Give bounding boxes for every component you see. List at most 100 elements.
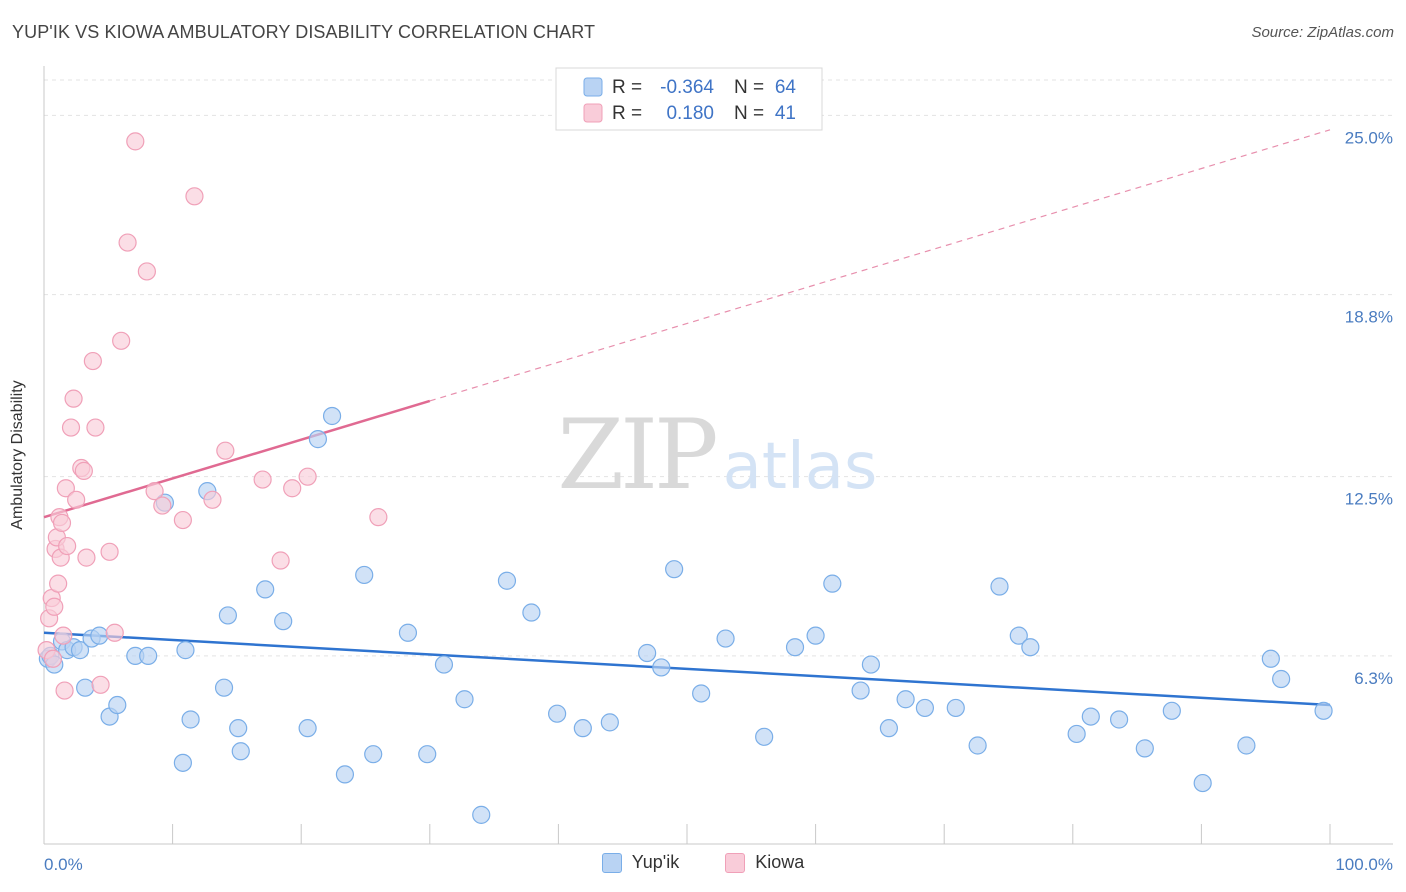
point-yupik — [298, 719, 317, 738]
trend-line-0 — [43, 631, 1331, 707]
point-yupik — [214, 678, 234, 697]
point-yupik — [256, 580, 275, 599]
legend-n-label-yupik: N = — [734, 77, 764, 98]
point-yupik — [497, 571, 517, 590]
point-kiowa — [126, 132, 145, 151]
legend-swatch-yupik — [583, 77, 603, 97]
point-yupik — [861, 655, 880, 674]
x-tick-label-max: 100.0% — [1335, 855, 1393, 874]
legend-n-value-yupik: 64 — [775, 77, 797, 98]
point-kiowa — [67, 490, 86, 509]
series-name-yupik: Yup'ik — [631, 852, 680, 872]
point-kiowa — [83, 351, 102, 371]
point-kiowa — [55, 681, 74, 700]
point-yupik — [322, 406, 342, 426]
watermark-zip: ZIP — [557, 399, 716, 511]
source-credit: Source: ZipAtlas.com — [1251, 24, 1394, 41]
point-yupik — [638, 643, 657, 663]
point-yupik — [785, 638, 805, 657]
legend-n-label-kiowa: N = — [734, 103, 764, 124]
gridlines — [44, 79, 1393, 657]
series-legend-item-kiowa[interactable]: Kiowa — [725, 852, 804, 873]
point-kiowa — [137, 262, 156, 281]
point-yupik — [139, 646, 158, 665]
point-yupik — [1009, 626, 1028, 645]
point-yupik — [806, 626, 825, 645]
point-kiowa — [49, 574, 68, 593]
point-yupik — [665, 560, 684, 579]
series-legend-item-yupik[interactable]: Yup'ik — [601, 852, 680, 873]
point-kiowa — [43, 649, 63, 668]
point-kiowa — [64, 389, 83, 408]
legend-swatch-kiowa — [583, 103, 603, 123]
point-kiowa — [253, 470, 272, 489]
point-yupik — [915, 698, 935, 718]
point-kiowa — [54, 626, 73, 645]
series-name-kiowa: Kiowa — [755, 852, 805, 872]
point-yupik — [879, 719, 899, 738]
point-yupik — [455, 690, 474, 709]
x-tick-labels: 0.0% 100.0% — [44, 855, 1393, 874]
point-yupik — [652, 658, 671, 677]
point-yupik — [70, 641, 90, 660]
point-yupik — [1261, 649, 1280, 668]
point-yupik — [173, 753, 192, 772]
point-kiowa — [298, 467, 317, 486]
legend-r-label-kiowa: R = — [612, 103, 642, 124]
point-yupik — [522, 603, 541, 622]
point-yupik — [990, 577, 1009, 596]
point-yupik — [398, 623, 418, 642]
series-swatch-kiowa — [725, 852, 746, 873]
point-yupik — [1272, 669, 1291, 689]
point-yupik — [1081, 707, 1100, 726]
point-yupik — [1314, 701, 1333, 720]
point-kiowa — [105, 623, 124, 642]
point-yupik — [90, 626, 109, 645]
point-yupik — [968, 736, 987, 755]
point-yupik — [1067, 724, 1086, 744]
point-yupik — [1109, 710, 1129, 729]
point-kiowa — [271, 551, 290, 570]
chart-title: YUP'IK VS KIOWA AMBULATORY DISABILITY CO… — [12, 22, 596, 42]
point-yupik — [548, 704, 567, 723]
y-tick-label: 6.3% — [1354, 669, 1393, 688]
data-points — [37, 132, 1333, 824]
point-yupik — [335, 765, 355, 784]
point-yupik — [851, 681, 870, 700]
point-yupik — [181, 710, 200, 729]
point-kiowa — [91, 675, 110, 694]
legend-r-value-kiowa: 0.180 — [666, 103, 714, 124]
legend-r-value-yupik: -0.364 — [660, 77, 714, 98]
point-yupik — [229, 719, 248, 738]
point-yupik — [218, 606, 237, 625]
point-yupik — [231, 742, 250, 761]
point-kiowa — [86, 418, 105, 437]
point-kiowa — [216, 441, 235, 460]
point-yupik — [573, 719, 592, 738]
point-kiowa — [185, 187, 204, 206]
point-yupik — [472, 805, 491, 824]
y-tick-labels: 6.3% 12.5% 18.8% 25.0% — [1345, 128, 1393, 688]
point-kiowa — [58, 536, 77, 556]
trend-lines — [43, 129, 1331, 707]
point-kiowa — [56, 479, 75, 498]
trend-line-dashed-1 — [429, 129, 1331, 402]
point-yupik — [1237, 736, 1256, 755]
point-kiowa — [100, 542, 119, 561]
y-tick-label: 25.0% — [1345, 128, 1393, 147]
correlation-legend: R = -0.364 N = 64 R = 0.180 N = 41 — [555, 67, 823, 131]
watermark: ZIP atlas — [557, 399, 877, 511]
point-yupik — [355, 565, 374, 585]
axes — [43, 66, 1393, 845]
series-swatch-yupik — [601, 852, 622, 873]
point-yupik — [692, 684, 711, 703]
trend-line-solid-1 — [43, 399, 431, 519]
point-yupik — [946, 698, 965, 718]
point-yupik — [1135, 739, 1154, 758]
y-tick-label: 12.5% — [1345, 490, 1393, 509]
watermark-atlas: atlas — [723, 430, 878, 504]
legend-r-label-yupik: R = — [612, 77, 642, 98]
point-kiowa — [145, 482, 164, 501]
point-yupik — [755, 727, 774, 746]
